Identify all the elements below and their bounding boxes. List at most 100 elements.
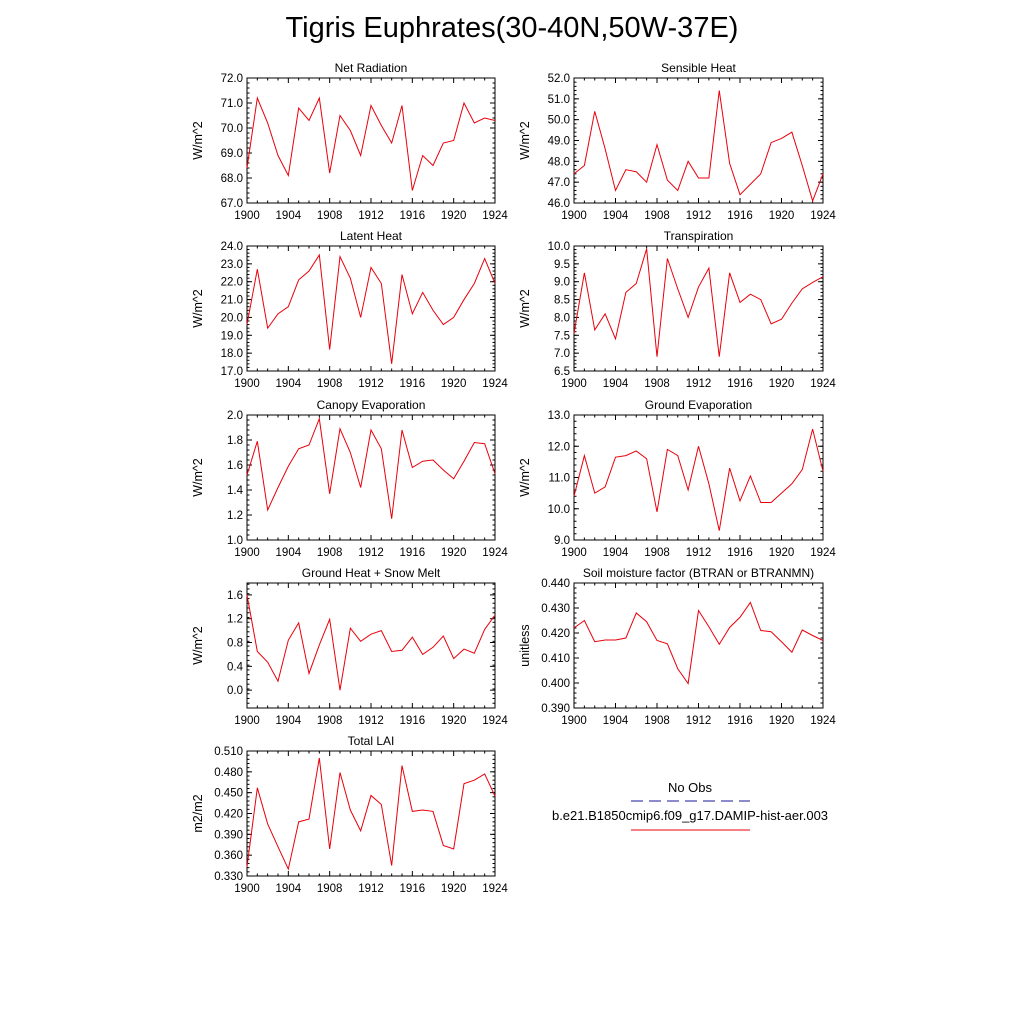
y-axis-title: W/m^2: [518, 289, 532, 328]
panel-1: 1900 1904 1908 1912 1916 1920 1924 46.0 47.0 48.0…: [518, 61, 836, 222]
x-tick-label: 1916: [400, 715, 426, 727]
x-tick-label: 1924: [482, 547, 508, 559]
panel-title: Ground Evaporation: [645, 398, 752, 412]
y-tick-label: 12.0: [548, 441, 570, 453]
x-tick-label: 1924: [482, 378, 508, 390]
y-tick-label: 9.0: [554, 535, 570, 547]
x-tick-label: 1900: [561, 210, 587, 222]
y-tick-label: 21.0: [221, 295, 243, 307]
x-tick-label: 1912: [686, 547, 712, 559]
x-tick-label: 1912: [358, 210, 384, 222]
y-tick-label: 0.420: [541, 628, 570, 640]
y-tick-label: 2.0: [227, 410, 243, 422]
x-tick-label: 1916: [727, 378, 753, 390]
panel-3: 1900 1904 1908 1912 1916 1920 1924 6.5 7.0 7.5 8.0…: [518, 229, 836, 390]
y-tick-label: 47.0: [548, 177, 570, 189]
page-title: Tigris Euphrates(30-40N,50W-37E): [285, 12, 739, 44]
y-axis-title: W/m^2: [191, 289, 205, 328]
panel-title: Transpiration: [664, 229, 734, 243]
panel-title: Net Radiation: [335, 61, 408, 75]
y-tick-label: 1.6: [227, 460, 243, 472]
x-tick-label: 1900: [561, 715, 587, 727]
y-tick-label: 0.390: [541, 703, 570, 715]
y-tick-label: 22.0: [221, 277, 243, 289]
x-tick-label: 1908: [644, 210, 670, 222]
panel-7: 1900 1904 1908 1912 1916 1920 1924 0.390 0.400 0.…: [518, 566, 836, 727]
panel-5: 1900 1904 1908 1912 1916 1920 1924 9.0 10.0 11.0 1…: [518, 398, 836, 559]
x-tick-label: 1916: [400, 210, 426, 222]
x-tick-label: 1900: [561, 378, 587, 390]
plot-frame: [246, 582, 496, 709]
y-tick-label: 67.0: [221, 198, 243, 210]
panel-0: 1900 1904 1908 1912 1916 1920 1924 67.0 68.0 69.0…: [191, 61, 508, 222]
y-tick-label: 0.390: [214, 829, 243, 841]
plot-frame: [246, 77, 496, 204]
x-tick-label: 1920: [441, 378, 467, 390]
series-line: [573, 248, 824, 357]
x-tick-label: 1908: [317, 883, 343, 895]
plot-frame: [246, 414, 496, 541]
x-tick-label: 1924: [482, 210, 508, 222]
x-tick-label: 1916: [727, 715, 753, 727]
x-tick-label: 1908: [317, 210, 343, 222]
y-tick-label: 52.0: [548, 73, 570, 85]
y-tick-label: 0.4: [227, 661, 244, 673]
x-tick-label: 1908: [317, 715, 343, 727]
y-tick-label: 13.0: [548, 410, 570, 422]
x-tick-label: 1904: [276, 378, 302, 390]
x-tick-label: 1924: [482, 883, 508, 895]
y-tick-label: 70.0: [221, 123, 243, 135]
x-tick-label: 1904: [276, 883, 302, 895]
x-tick-label: 1908: [317, 378, 343, 390]
panels-group: 1900 1904 1908 1912 1916 1920 1924 67.0 68.0 69.0…: [191, 61, 836, 895]
y-axis-title: unitless: [518, 624, 532, 666]
panel-title: Soil moisture factor (BTRAN or BTRANMN): [583, 566, 814, 580]
x-tick-label: 1924: [810, 715, 836, 727]
x-tick-label: 1912: [686, 715, 712, 727]
series-line: [246, 253, 496, 364]
plot-frame: [573, 77, 824, 204]
panel-title: Total LAI: [348, 734, 395, 748]
y-tick-label: 48.0: [548, 156, 570, 168]
panel-8: 1900 1904 1908 1912 1916 1920 1924 0.330 0.360 0.…: [191, 734, 508, 895]
series-line: [573, 90, 824, 203]
panel-title: Sensible Heat: [661, 61, 736, 75]
x-tick-label: 1900: [234, 715, 260, 727]
x-tick-label: 1920: [441, 883, 467, 895]
legend: No Obs b.e21.B1850cmip6.f09_g17.DAMIP-hi…: [552, 780, 828, 831]
plot-frame: [246, 750, 496, 877]
x-tick-label: 1916: [400, 883, 426, 895]
y-tick-label: 19.0: [221, 330, 243, 342]
x-tick-label: 1904: [603, 210, 629, 222]
y-tick-label: 0.420: [214, 809, 243, 821]
x-tick-label: 1912: [358, 547, 384, 559]
x-tick-label: 1924: [810, 547, 836, 559]
y-tick-label: 0.450: [214, 788, 243, 800]
x-tick-label: 1912: [686, 210, 712, 222]
x-tick-label: 1916: [727, 547, 753, 559]
y-axis-title: W/m^2: [191, 458, 205, 497]
x-tick-label: 1920: [769, 378, 795, 390]
y-tick-label: 0.400: [541, 678, 570, 690]
x-tick-label: 1904: [603, 715, 629, 727]
y-tick-label: 9.0: [554, 277, 570, 289]
y-tick-label: 50.0: [548, 115, 570, 127]
x-tick-label: 1904: [276, 210, 302, 222]
x-tick-label: 1900: [561, 547, 587, 559]
x-tick-label: 1924: [810, 378, 836, 390]
y-tick-label: 17.0: [221, 366, 243, 378]
x-tick-label: 1916: [727, 210, 753, 222]
legend-model-label: b.e21.B1850cmip6.f09_g17.DAMIP-hist-aer.…: [552, 808, 828, 823]
panel-2: 1900 1904 1908 1912 1916 1920 1924 17.0 18.0 19.0…: [191, 229, 508, 390]
series-line: [246, 757, 496, 871]
y-tick-label: 1.6: [227, 590, 243, 602]
y-tick-label: 46.0: [548, 198, 570, 210]
y-tick-label: 72.0: [221, 73, 243, 85]
x-tick-label: 1900: [234, 883, 260, 895]
x-tick-label: 1912: [686, 378, 712, 390]
x-tick-label: 1908: [644, 715, 670, 727]
y-tick-label: 10.0: [548, 504, 570, 516]
series-line: [246, 416, 496, 519]
x-tick-label: 1924: [810, 210, 836, 222]
